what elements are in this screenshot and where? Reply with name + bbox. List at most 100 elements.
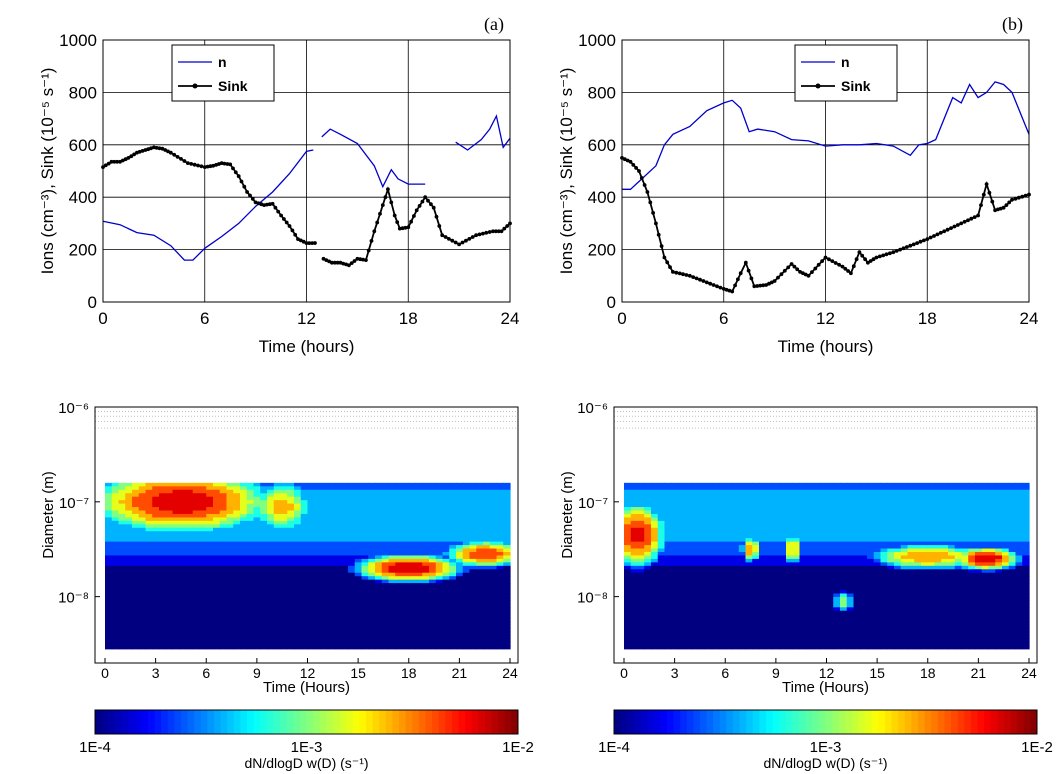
heatmap-cell [132, 503, 140, 508]
heatmap-cell [314, 538, 322, 543]
heatmap-cell [314, 524, 322, 529]
heatmap-cell [138, 551, 147, 557]
heatmap-cell [637, 621, 645, 626]
heatmap-cell [233, 590, 241, 595]
heatmap-cell [637, 489, 645, 494]
heatmap-cell [219, 513, 228, 519]
heatmap-cell [813, 503, 821, 508]
heatmap-cell [752, 486, 760, 491]
heatmap-cell [388, 524, 396, 529]
heatmap-cell [273, 562, 282, 567]
heatmap-cell [402, 603, 410, 608]
heatmap-cell [246, 507, 255, 512]
heatmap-cell [462, 486, 471, 491]
heatmap-cell [833, 600, 841, 605]
heatmap-cell [449, 641, 457, 646]
heatmap-cell [388, 586, 396, 591]
heatmap-cell [219, 607, 228, 612]
heatmap-cell [287, 541, 295, 546]
sink-point [1023, 193, 1028, 198]
heatmap-cell [691, 503, 699, 508]
heatmap-cell [348, 621, 356, 626]
heatmap-cell [105, 531, 113, 536]
heatmap-cell [476, 555, 484, 560]
heatmap-cell [253, 628, 261, 633]
heatmap-cell [287, 593, 295, 598]
heatmap-cell [489, 562, 498, 567]
heatmap-cell [779, 482, 787, 487]
heatmap-cell [657, 614, 666, 619]
heatmap-cell [718, 538, 726, 543]
heatmap-cell [145, 628, 153, 633]
heatmap-cell [462, 520, 471, 525]
sink-point [172, 152, 177, 157]
heatmap-cell [469, 565, 477, 570]
heatmap-cell [732, 541, 740, 546]
heatmap-cell [375, 510, 383, 515]
heatmap-cell [206, 551, 214, 557]
heatmap-cell [381, 503, 390, 508]
heatmap-cell [105, 596, 113, 601]
heatmap-cell [442, 493, 450, 498]
heatmap-cell [132, 534, 140, 539]
heatmap-cell [799, 489, 807, 494]
heatmap-cell [105, 614, 113, 619]
heatmap-cell [368, 545, 376, 550]
heatmap-cell [138, 503, 147, 508]
heatmap-cell [334, 596, 342, 601]
heatmap-cell [759, 496, 767, 501]
heatmap-cell [361, 489, 369, 494]
heatmap-cell [307, 551, 315, 557]
heatmap-cell [273, 596, 282, 601]
heatmap-cell [186, 579, 194, 584]
heatmap-cell [186, 569, 194, 574]
heatmap-cell [732, 558, 740, 563]
heatmap-cell [833, 520, 841, 525]
heatmap-cell [644, 510, 652, 515]
heatmap-cell [846, 596, 855, 601]
heatmap-cell [260, 607, 268, 612]
heatmap-cell [826, 614, 834, 619]
heatmap-cell [172, 520, 180, 525]
heatmap-cell [341, 610, 349, 615]
heatmap-cell [172, 496, 180, 501]
heatmap-cell [489, 569, 498, 574]
heatmap-cell [138, 610, 147, 615]
heatmap-cell [327, 507, 336, 512]
heatmap-cell [294, 607, 302, 612]
heatmap-cell [456, 596, 464, 601]
heatmap-cell [691, 538, 699, 543]
heatmap-cell [476, 572, 484, 577]
x-tick-label: 24 [501, 309, 520, 328]
sink-point [179, 157, 183, 161]
heatmap-cell [759, 645, 767, 650]
heatmap-cell [496, 631, 504, 636]
heatmap-cell [456, 555, 464, 560]
heatmap-cell [483, 593, 491, 598]
heatmap-cell [624, 520, 632, 525]
heatmap-cell [280, 517, 288, 522]
heatmap-cell [267, 534, 275, 539]
heatmap-cell [799, 482, 807, 487]
heatmap-cell [853, 507, 861, 512]
heatmap-cell [786, 489, 794, 494]
heatmap-cell [300, 617, 309, 622]
heatmap-cell [806, 531, 814, 536]
heatmap-cell [644, 610, 652, 615]
heatmap-cell [718, 555, 726, 560]
heatmap-cell [806, 641, 814, 646]
heatmap-cell [752, 493, 760, 498]
heatmap-cell [327, 569, 336, 574]
heatmap-cell [381, 617, 390, 622]
heatmap-cell [246, 500, 255, 505]
heatmap-cell [435, 617, 444, 622]
heatmap-cell [334, 624, 342, 629]
heatmap-cell [698, 507, 706, 512]
heatmap-cell [840, 517, 848, 522]
heatmap-cell [334, 500, 342, 505]
heatmap-cell [375, 500, 383, 505]
heatmap-cell [213, 572, 221, 577]
sink-point [487, 230, 492, 234]
heatmap-cell [253, 638, 261, 643]
